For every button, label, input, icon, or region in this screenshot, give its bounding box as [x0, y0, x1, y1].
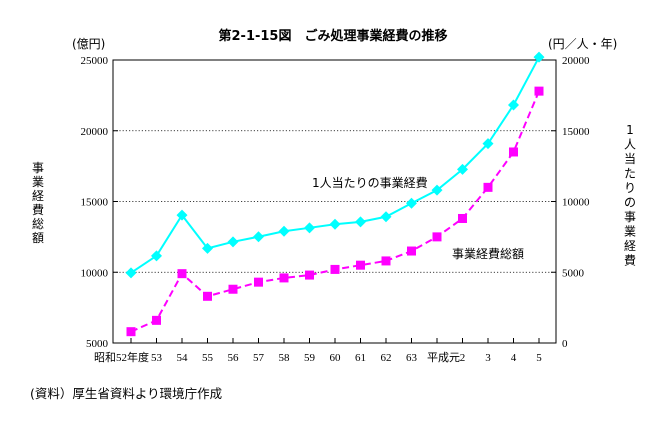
source-note: (資料）厚生省資料より環境庁作成	[30, 386, 222, 401]
data-point-total	[407, 246, 416, 256]
right-axis-label-glyph: の	[624, 196, 636, 210]
legend-label-per-capita: 1人当たりの事業経費	[312, 175, 428, 190]
data-point-total	[305, 270, 314, 280]
x-tick-label: 54	[177, 352, 189, 364]
data-point-total	[152, 315, 161, 325]
data-point-total	[483, 182, 493, 192]
data-point-total	[177, 269, 187, 279]
left-tick-label: 20000	[81, 126, 109, 138]
left-axis-label-glyph: 額	[32, 231, 44, 245]
left-axis-label-glyph: 総	[32, 217, 44, 231]
data-point-per-capita	[278, 225, 290, 237]
x-tick-label: 61	[355, 352, 366, 364]
right-tick-label: 15000	[562, 126, 590, 138]
series-line-0	[130, 56, 540, 274]
x-tick-label: 63	[406, 352, 418, 364]
right-tick-label: 0	[562, 338, 568, 350]
x-tick-label: 60	[330, 352, 342, 364]
x-tick-label: 5	[536, 352, 542, 364]
right-axis-label: 1人当たりの事業経費	[624, 123, 636, 268]
data-point-per-capita	[151, 250, 162, 262]
data-point-total	[126, 327, 136, 337]
data-point-total	[534, 86, 544, 96]
left-axis-label-glyph: 費	[32, 202, 44, 217]
right-axis-label-glyph: 経	[624, 239, 636, 253]
right-axis-label-glyph: 業	[624, 225, 636, 239]
data-point-total	[330, 264, 340, 274]
legend-label-total: 事業経費総額	[452, 246, 524, 261]
data-point-total	[458, 213, 467, 223]
right-axis-label-glyph: た	[624, 167, 636, 181]
data-point-per-capita	[125, 267, 137, 279]
x-tick-label: 56	[228, 352, 240, 364]
data-point-total	[254, 277, 263, 287]
data-point-per-capita	[482, 138, 494, 150]
right-tick-label: 10000	[562, 197, 590, 209]
x-tick-label: 3	[485, 352, 491, 364]
data-point-per-capita	[431, 184, 443, 196]
right-tick-label: 20000	[562, 55, 590, 67]
data-point-per-capita	[176, 209, 188, 221]
data-point-per-capita	[227, 236, 239, 248]
x-tick-label: 59	[304, 352, 316, 364]
data-point-total	[228, 284, 238, 294]
data-point-total	[203, 291, 212, 301]
left-axis-label: 事業経費総額	[32, 161, 44, 245]
data-point-per-capita	[508, 99, 519, 111]
data-point-per-capita	[380, 211, 392, 223]
right-axis-label-glyph: り	[624, 181, 636, 195]
data-point-total	[509, 147, 518, 157]
left-tick-label: 15000	[81, 197, 109, 209]
right-axis-label-glyph: 事	[624, 210, 636, 224]
left-axis-unit: (億円)	[72, 37, 105, 51]
chart-title: 第2-1-15図 ごみ処理事業経費の推移	[219, 28, 448, 44]
data-point-per-capita	[457, 163, 468, 175]
data-point-per-capita	[355, 216, 366, 228]
right-axis-label-glyph: 1	[626, 123, 634, 137]
left-axis-ticks: 5000 10000 15000 20000 25000	[81, 55, 118, 350]
data-point-per-capita	[304, 222, 315, 234]
data-point-total	[381, 256, 391, 266]
x-tick-label: 57	[253, 352, 265, 364]
left-axis-label-glyph: 業	[32, 175, 44, 189]
right-axis-unit: (円／人・年)	[548, 37, 617, 51]
x-tick-label: 53	[151, 352, 163, 364]
left-tick-label: 5000	[86, 338, 109, 350]
x-tick-label: 平成元	[427, 351, 460, 364]
data-point-per-capita	[253, 231, 264, 243]
data-point-total	[432, 232, 442, 242]
series-layer	[125, 51, 545, 337]
data-point-total	[356, 260, 365, 270]
left-tick-label: 10000	[81, 267, 109, 279]
x-tick-label: 昭和52年度	[94, 350, 149, 364]
data-point-per-capita	[329, 218, 341, 230]
series-line-1	[130, 90, 540, 333]
right-tick-label: 5000	[562, 267, 585, 279]
left-tick-label: 25000	[81, 55, 109, 67]
data-point-total	[279, 273, 289, 283]
left-axis-label-glyph: 事	[32, 161, 44, 175]
data-point-per-capita	[406, 197, 417, 209]
x-axis-ticks: 昭和52年度 53 54 55 56 57 58 59 60 61 62 63 平成元 2 3 4 5	[94, 338, 542, 364]
right-axis-ticks: 0 5000 10000 15000 20000	[551, 55, 590, 350]
x-tick-label: 55	[202, 352, 214, 364]
right-axis-label-glyph: 人	[624, 138, 636, 152]
x-tick-label: 4	[511, 352, 517, 364]
left-axis-label-glyph: 経	[32, 189, 44, 203]
right-axis-label-glyph: 費	[624, 253, 636, 268]
right-axis-label-glyph: 当	[624, 152, 636, 166]
data-point-per-capita	[533, 51, 545, 63]
x-tick-label: 58	[279, 352, 291, 364]
x-tick-label: 62	[381, 352, 392, 364]
data-point-per-capita	[202, 242, 213, 254]
x-tick-label: 2	[460, 352, 466, 364]
